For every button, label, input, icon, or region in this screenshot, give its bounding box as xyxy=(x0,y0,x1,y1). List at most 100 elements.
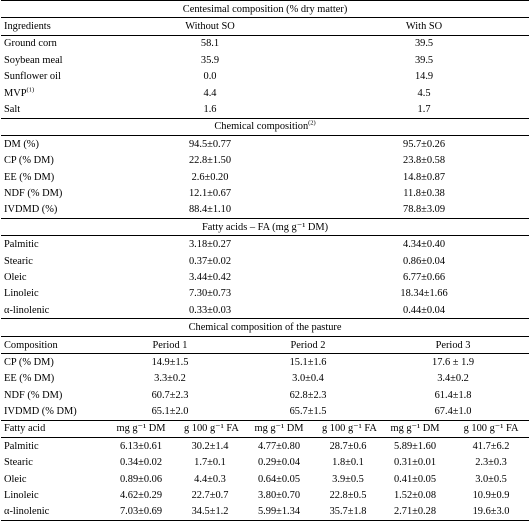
cell: 0.44±0.04 xyxy=(403,304,446,316)
column-header: Ingredients xyxy=(1,17,101,36)
row-label: Linoleic xyxy=(4,288,39,300)
cell: 3.80±0.70 xyxy=(257,490,301,502)
cell: 0.33±0.03 xyxy=(188,304,232,316)
section-title: Chemical composition of the pasture xyxy=(1,318,530,337)
table-row: IVDMD (% DM) 65.1±2.0 65.7±1.5 67.4±1.0 xyxy=(1,403,529,420)
column-header: Period 3 xyxy=(377,336,530,355)
table-row: CP (% DM) 14.9±1.5 15.1±1.6 17.6 ± 1.9 xyxy=(1,354,529,371)
row-label: IVDMD (% DM) xyxy=(4,406,77,418)
row-label: EE (% DM) xyxy=(4,373,55,385)
table-row: NDF (% DM) 60.7±2.3 62.8±2.3 61.4±1.8 xyxy=(1,387,529,403)
cell: 35.7±1.8 xyxy=(319,503,377,522)
cell: 10.9±0.9 xyxy=(472,490,510,502)
cell: 39.5 xyxy=(414,54,434,66)
column-header: mg g⁻¹ DM xyxy=(239,419,319,439)
column-header: mg g⁻¹ DM xyxy=(377,419,453,439)
column-header: Fatty acid xyxy=(1,419,101,439)
row-label: α-linolenic xyxy=(4,304,50,316)
column-header: With SO xyxy=(319,17,530,36)
cell: 1.7 xyxy=(417,104,431,116)
cell: 94.5±0.77 xyxy=(188,138,232,150)
section-title: Chemical composition(2) xyxy=(1,117,530,137)
table-row: α-linolenic 7.03±0.69 34.5±1.2 5.99±1.34… xyxy=(1,503,530,522)
cell: 12.1±0.67 xyxy=(188,187,232,199)
cell: 0.41±0.05 xyxy=(393,473,437,485)
table-row: IVDMD (%) 88.4±1.10 78.8±3.09 xyxy=(1,202,529,219)
table-row: Stearic 0.34±0.02 1.7±0.1 0.29±0.04 1.8±… xyxy=(1,455,529,471)
cell: 3.0±0.4 xyxy=(292,373,324,385)
section-title-row: Chemical composition(2) xyxy=(1,117,530,137)
column-header: g 100 g⁻¹ FA xyxy=(181,419,239,439)
cell: 4.5 xyxy=(417,87,431,99)
cell: 60.7±2.3 xyxy=(151,389,189,401)
cell: 88.4±1.10 xyxy=(188,204,232,216)
cell: 62.8±2.3 xyxy=(289,389,327,401)
row-label: α-linolenic xyxy=(1,503,101,522)
cell: 2.6±0.20 xyxy=(191,171,229,183)
cell: 11.8±0.38 xyxy=(403,187,445,199)
column-header: mg g⁻¹ DM xyxy=(101,419,181,439)
table-row: Oleic 0.89±0.06 4.4±0.3 0.64±0.05 3.9±0.… xyxy=(1,471,529,487)
table-row: Salt 1.6 1.7 xyxy=(1,101,529,118)
cell: 65.7±1.5 xyxy=(289,406,327,418)
section-title-row: Centesimal composition (% dry matter) xyxy=(1,0,530,19)
cell: 1.6 xyxy=(203,104,217,116)
cell: 61.4±1.8 xyxy=(434,389,472,401)
cell: 2.3±0.3 xyxy=(475,457,507,469)
cell: 7.03±0.69 xyxy=(101,503,181,522)
cell: 4.77±0.80 xyxy=(257,440,301,452)
cell: 39.5 xyxy=(414,38,434,50)
table-row: EE (% DM) 2.6±0.20 14.8±0.87 xyxy=(1,169,529,185)
cell: 6.77±0.66 xyxy=(403,271,446,283)
row-label-text: MVP xyxy=(4,87,27,99)
table-row: Sunflower oil 0.0 14.9 xyxy=(1,69,529,85)
row-label: Stearic xyxy=(4,255,33,267)
cell: 0.37±0.02 xyxy=(188,255,232,267)
cell: 65.1±2.0 xyxy=(151,406,189,418)
cell: 14.9±1.5 xyxy=(151,356,189,368)
row-label: IVDMD (%) xyxy=(4,204,58,216)
cell: 1.52±0.08 xyxy=(393,490,437,502)
table-row: Oleic 3.44±0.42 6.77±0.66 xyxy=(1,269,529,285)
column-header: Period 2 xyxy=(239,336,377,355)
table-row: NDF (% DM) 12.1±0.67 11.8±0.38 xyxy=(1,185,529,201)
row-label: EE (% DM) xyxy=(4,171,55,183)
cell: 17.6 ± 1.9 xyxy=(432,356,475,368)
cell: 15.1±1.6 xyxy=(289,356,327,368)
header-row: Fatty acid mg g⁻¹ DM g 100 g⁻¹ FA mg g⁻¹… xyxy=(1,419,530,439)
column-header: Composition xyxy=(1,336,101,355)
row-label: MVP(1) xyxy=(1,85,101,101)
cell: 3.44±0.42 xyxy=(188,271,232,283)
cell: 18.34±1.66 xyxy=(400,288,448,300)
cell: 0.86±0.04 xyxy=(403,255,446,267)
row-label: Ground corn xyxy=(4,38,57,50)
table-row: EE (% DM) 3.3±0.2 3.0±0.4 3.4±0.2 xyxy=(1,371,529,387)
row-label: Palmitic xyxy=(4,440,39,452)
cell: 4.4 xyxy=(203,87,217,99)
footnote-marker: (1) xyxy=(26,86,35,94)
header-row: Ingredients Without SO With SO xyxy=(1,17,530,36)
row-label: DM (%) xyxy=(4,138,39,150)
table-row: Ground corn 58.1 39.5 xyxy=(1,35,529,52)
table-row: DM (%) 94.5±0.77 95.7±0.26 xyxy=(1,136,529,153)
header-row: Composition Period 1 Period 2 Period 3 xyxy=(1,336,530,355)
cell: 3.9±0.5 xyxy=(332,473,364,485)
section-title-row: Fatty acids – FA (mg g⁻¹ DM) xyxy=(1,218,530,237)
cell: 58.1 xyxy=(200,38,220,50)
column-header: g 100 g⁻¹ FA xyxy=(319,419,377,439)
cell: 34.5±1.2 xyxy=(181,503,239,522)
cell: 0.34±0.02 xyxy=(119,457,163,469)
cell: 67.4±1.0 xyxy=(434,406,472,418)
row-label: Oleic xyxy=(4,271,27,283)
row-label: CP (% DM) xyxy=(4,155,54,167)
row-label: Stearic xyxy=(4,457,33,469)
cell: 28.7±0.6 xyxy=(329,440,367,452)
cell: 3.18±0.27 xyxy=(188,239,232,251)
cell: 95.7±0.26 xyxy=(403,138,446,150)
section-title: Centesimal composition (% dry matter) xyxy=(1,0,530,19)
cell: 0.89±0.06 xyxy=(119,473,163,485)
cell: 3.3±0.2 xyxy=(154,373,186,385)
cell: 6.13±0.61 xyxy=(119,440,163,452)
